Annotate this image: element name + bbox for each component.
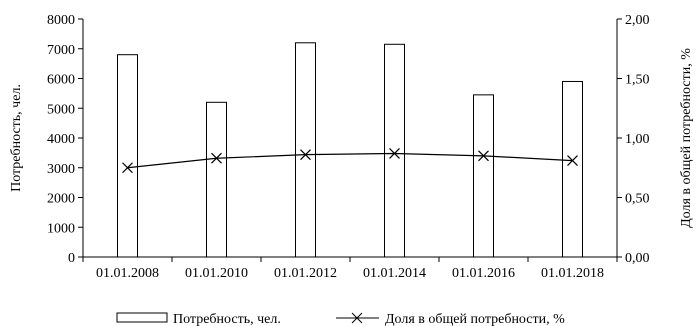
bar bbox=[117, 54, 138, 258]
left-tick-label: 8000 bbox=[47, 13, 75, 28]
line-point-marker bbox=[567, 155, 578, 167]
left-tick-label: 7000 bbox=[47, 43, 75, 58]
share-line bbox=[127, 152, 573, 169]
x-tick-label: 01.01.2008 bbox=[96, 266, 159, 281]
line-point-marker bbox=[300, 149, 311, 161]
x-axis-ticks: 01.01.2008 01.01.2010 01.01.2012 01.01.2014… bbox=[82, 257, 618, 281]
left-tick-label: 3000 bbox=[47, 162, 75, 177]
right-axis-ticks: 0,00 0,50 1,00 1,50 2,00 bbox=[617, 13, 650, 266]
left-axis-ticks: 0 1000 2000 3000 4000 5000 6000 7000 8000 bbox=[47, 13, 83, 266]
left-tick-label: 5000 bbox=[47, 102, 75, 117]
legend-line-label: Доля в общей потребности, % bbox=[385, 312, 565, 326]
line-point-marker bbox=[211, 152, 222, 164]
legend-x-marker bbox=[351, 312, 363, 324]
x-tick-label: 01.01.2014 bbox=[363, 266, 426, 281]
line-point-marker bbox=[389, 148, 400, 159]
right-tick-label: 0,50 bbox=[625, 192, 650, 207]
right-tick-label: 1,50 bbox=[625, 73, 650, 88]
bar bbox=[473, 94, 494, 258]
legend: Потребность, чел. Доля в общей потребнос… bbox=[116, 312, 565, 326]
legend-bar-swatch bbox=[116, 312, 168, 323]
left-tick-label: 2000 bbox=[47, 192, 75, 207]
line-series bbox=[122, 148, 578, 174]
left-axis-title: Потребность, чел. bbox=[9, 84, 24, 192]
bar bbox=[295, 42, 316, 258]
left-tick-label: 0 bbox=[68, 251, 75, 266]
right-tick-label: 0,00 bbox=[625, 251, 650, 266]
legend-bar-label: Потребность, чел. bbox=[173, 312, 281, 326]
left-tick-label: 1000 bbox=[47, 221, 75, 236]
right-tick-label: 1,00 bbox=[625, 132, 650, 147]
x-tick-label: 01.01.2012 bbox=[274, 266, 337, 281]
x-tick-label: 01.01.2016 bbox=[452, 266, 515, 281]
x-tick-label: 01.01.2010 bbox=[185, 266, 248, 281]
bar bbox=[562, 80, 583, 258]
bar bbox=[206, 101, 227, 258]
left-tick-label: 4000 bbox=[47, 132, 75, 147]
x-tick-label: 01.01.2018 bbox=[541, 266, 604, 281]
line-point-marker bbox=[478, 150, 489, 162]
right-tick-label: 2,00 bbox=[625, 13, 650, 28]
line-point-marker bbox=[122, 162, 133, 174]
left-tick-label: 6000 bbox=[47, 73, 75, 88]
bar-series bbox=[117, 42, 583, 258]
right-axis-title: Доля в общей потребности, % bbox=[679, 48, 694, 228]
bar bbox=[384, 43, 405, 258]
